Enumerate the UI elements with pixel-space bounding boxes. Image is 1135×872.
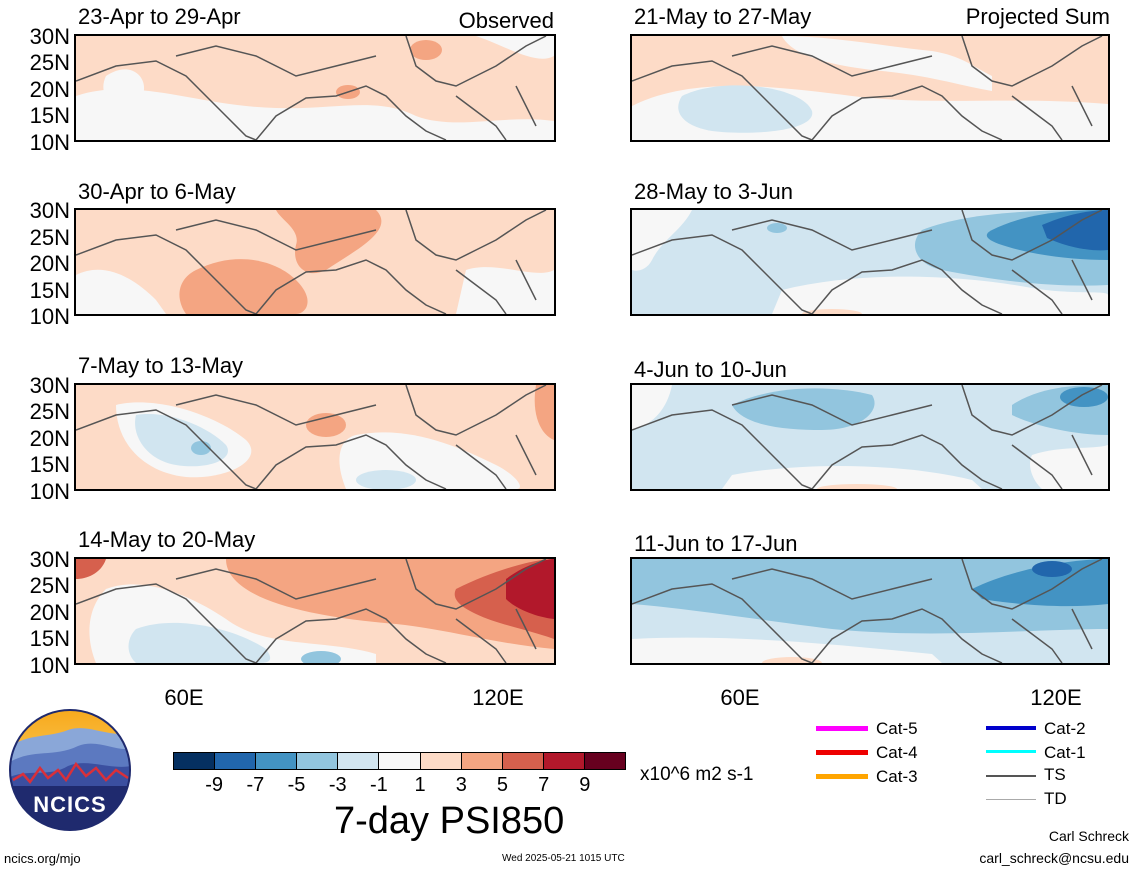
colorbar-tick-label: 9 <box>579 774 591 796</box>
footer-author: Carl Schreck <box>1048 828 1129 844</box>
observed-label: Observed <box>458 8 554 33</box>
colorbar-tick-label: 7 <box>538 774 550 796</box>
lat-label: 25N <box>29 225 70 250</box>
colorbar-tick-label: -3 <box>328 774 347 796</box>
colorbar-ticks: -9 -7 -5 -3 -1 1 3 5 7 9 <box>173 775 626 797</box>
legend-label-cat1: Cat-1 <box>1044 743 1086 762</box>
panel-title: 28-May to 3-Jun <box>634 179 793 204</box>
lat-label: 25N <box>29 573 70 598</box>
panel-title: 21-May to 27-May <box>634 4 812 29</box>
lon-label: 120E <box>1030 685 1082 710</box>
legend-line-ts <box>986 775 1036 777</box>
colorbar-cell <box>419 753 461 769</box>
colorbar-title: 7-day PSI850 <box>334 800 565 842</box>
map-panel <box>630 34 1110 142</box>
legend-line-cat3 <box>816 774 868 779</box>
lat-label: 10N <box>29 653 70 678</box>
colorbar-tick-label: -5 <box>287 774 306 796</box>
colorbar-cell <box>174 753 215 769</box>
colorbar-cell <box>542 753 584 769</box>
legend-label-td: TD <box>1044 789 1067 808</box>
map-panel <box>74 557 556 665</box>
lat-label: 25N <box>29 50 70 75</box>
lat-label: 25N <box>29 399 70 424</box>
legend-line-cat2 <box>986 726 1036 730</box>
legend-label-cat5: Cat-5 <box>876 719 918 738</box>
colorbar-tick-label: -9 <box>205 774 224 796</box>
colorbar-cell <box>255 753 297 769</box>
lat-label: 30N <box>29 198 70 223</box>
lat-label: 10N <box>29 304 70 329</box>
legend-label-ts: TS <box>1044 765 1066 784</box>
colorbar-cell <box>460 753 502 769</box>
map-panel <box>630 208 1110 316</box>
lon-label: 60E <box>164 685 204 710</box>
lat-label: 30N <box>29 24 70 49</box>
map-panel <box>74 208 556 316</box>
panel-title: 30-Apr to 6-May <box>78 179 236 204</box>
footer-email[interactable]: carl_schreck@ncsu.edu <box>979 850 1129 866</box>
lon-label: 60E <box>720 685 760 710</box>
panel-title: 23-Apr to 29-Apr <box>78 4 241 29</box>
colorbar-cell <box>501 753 543 769</box>
legend-label-cat3: Cat-3 <box>876 767 918 786</box>
legend-line-cat5 <box>816 726 868 731</box>
lat-label: 15N <box>29 103 70 128</box>
colorbar-tick-label: 1 <box>414 774 426 796</box>
legend-line-cat1 <box>986 750 1036 753</box>
lat-label: 20N <box>29 77 70 102</box>
colorbar-cell <box>296 753 338 769</box>
map-panel <box>630 383 1110 491</box>
lat-label: 20N <box>29 600 70 625</box>
footer-site[interactable]: ncics.org/mjo <box>4 851 81 866</box>
lat-label: 15N <box>29 626 70 651</box>
legend-label-cat4: Cat-4 <box>876 743 918 762</box>
legend-line-cat4 <box>816 750 868 755</box>
colorbar-strip <box>173 752 626 770</box>
colorbar-units: x10^6 m2 s-1 <box>640 764 754 785</box>
lat-label: 30N <box>29 373 70 398</box>
lat-label: 10N <box>29 479 70 504</box>
colorbar-cell <box>378 753 420 769</box>
ncics-logo: NCICS <box>8 708 132 832</box>
legend-line-td <box>986 799 1036 800</box>
lat-label: 30N <box>29 547 70 572</box>
lat-label: 20N <box>29 426 70 451</box>
footer-timestamp: Wed 2025-05-21 1015 UTC <box>502 853 625 864</box>
panel-title: 11-Jun to 17-Jun <box>634 531 798 556</box>
colorbar-cell <box>337 753 379 769</box>
colorbar-tick-label: 5 <box>496 774 509 796</box>
panel-title: 4-Jun to 10-Jun <box>634 357 787 382</box>
colorbar-cell <box>214 753 256 769</box>
panel-title: 7-May to 13-May <box>78 353 244 378</box>
colorbar-cell <box>583 753 626 769</box>
panel-title: 14-May to 20-May <box>78 527 256 552</box>
colorbar-tick-label: 3 <box>455 774 467 796</box>
ncics-logo-graphic <box>9 709 131 831</box>
logo-text: NCICS <box>33 792 107 817</box>
map-panel <box>74 34 556 142</box>
lat-label: 10N <box>29 130 70 155</box>
projected-label: Projected Sum <box>965 4 1110 29</box>
lon-label: 120E <box>472 685 524 710</box>
map-panel <box>630 557 1110 665</box>
map-panel <box>74 383 556 491</box>
colorbar-tick-label: -1 <box>370 774 388 796</box>
lat-label: 20N <box>29 251 70 276</box>
lat-label: 15N <box>29 452 70 477</box>
legend-label-cat2: Cat-2 <box>1044 719 1086 738</box>
colorbar-tick-label: -7 <box>246 774 265 796</box>
lat-label: 15N <box>29 278 70 303</box>
